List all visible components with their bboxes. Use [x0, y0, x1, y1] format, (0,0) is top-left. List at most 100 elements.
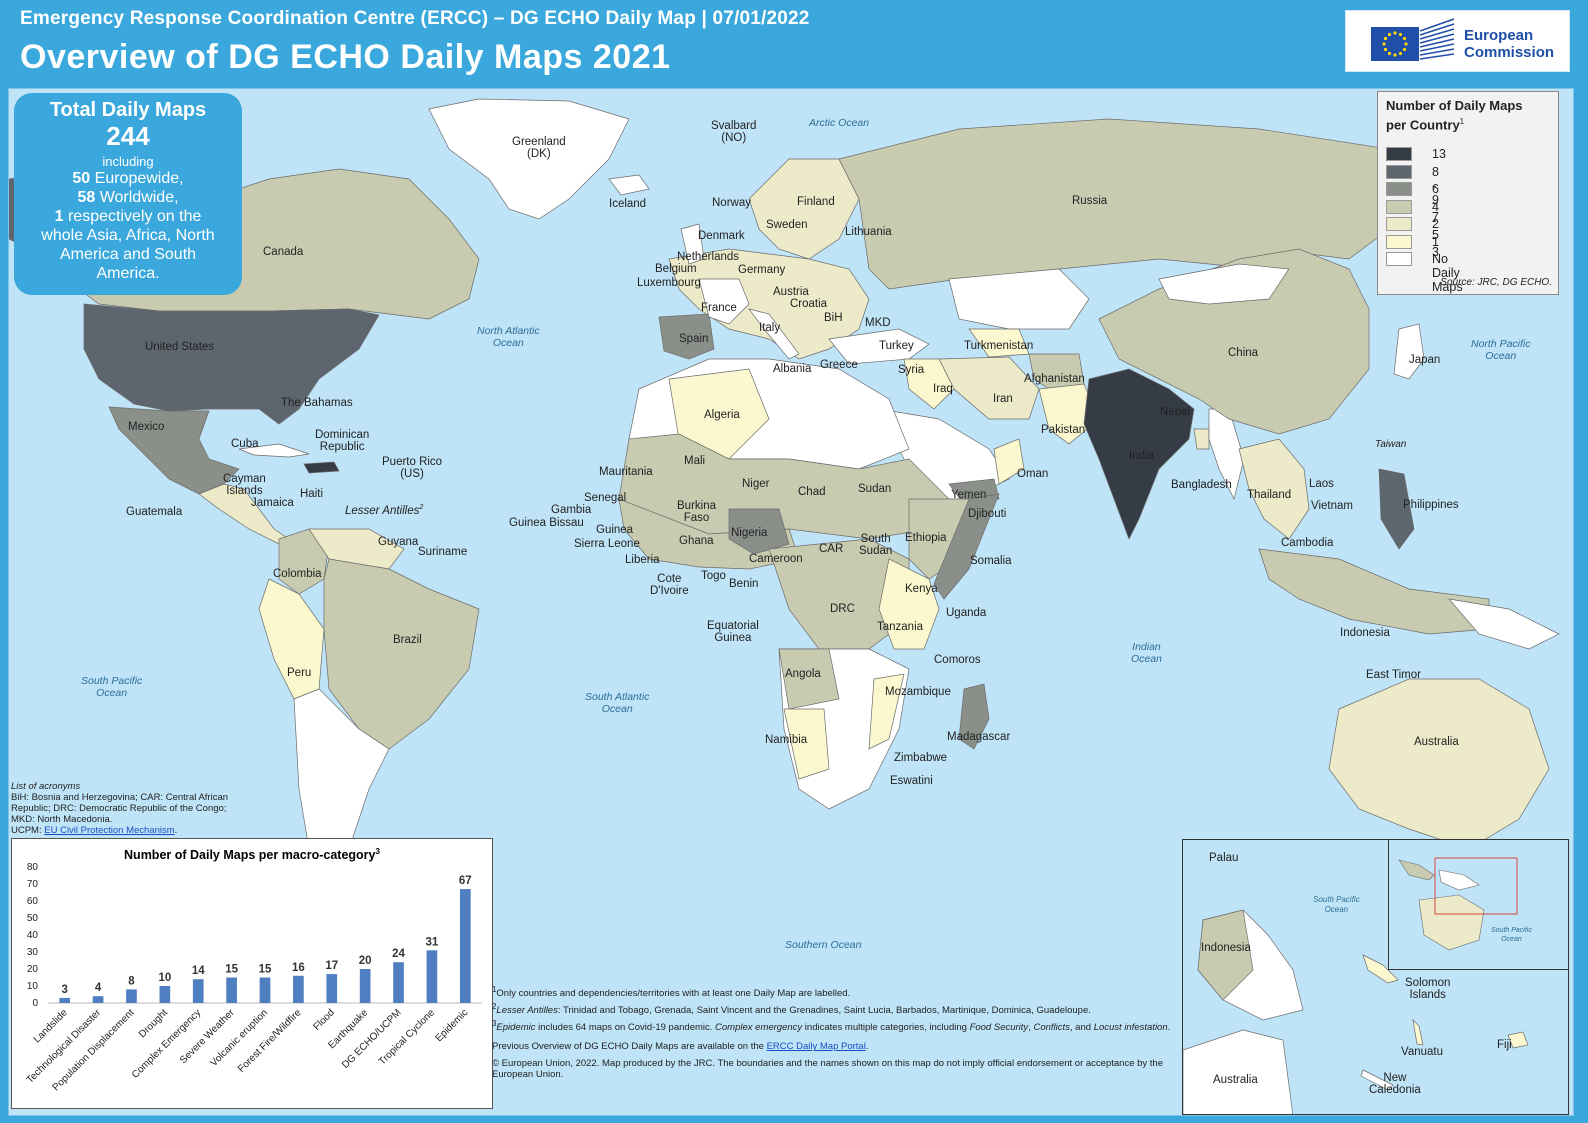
label-gambia: Gambia [551, 504, 592, 516]
chart-bar [326, 974, 338, 1003]
ocean-label-north-pacific: North Pacific Ocean [1471, 338, 1531, 362]
label-iran: Iran [993, 393, 1013, 405]
footnote-3-em4: Conflicts [1033, 1022, 1070, 1034]
chart-data-label: 10 [158, 972, 171, 984]
legend-swatch [1386, 234, 1412, 249]
ocean-label-north-pacific-line1: North Pacific [1471, 338, 1531, 350]
label-norway: Norway [712, 197, 751, 209]
chart-bar [393, 962, 404, 1003]
chart-y-tick-label: 70 [27, 879, 39, 890]
mozambique-shape [868, 673, 905, 750]
chart-category-label: DG ECHO/UCPM [340, 1007, 404, 1071]
chart-y-tick-label: 60 [27, 896, 39, 907]
footnote-2-text: : Trinidad and Tobago, Grenada, Saint Vi… [557, 1005, 1091, 1017]
label-cuba: Cuba [231, 438, 259, 450]
label-russia: Russia [1072, 195, 1108, 207]
cuba-shape [238, 443, 310, 458]
chart-bar [192, 979, 204, 1003]
label-vietnam: Vietnam [1311, 500, 1353, 512]
label-djibouti: Djibouti [968, 508, 1007, 520]
label-pakistan: Pakistan [1041, 424, 1086, 436]
footnote-2-sup: 2 [492, 1002, 497, 1012]
chart-data-label: 15 [225, 964, 238, 976]
label-denmark: Denmark [698, 230, 745, 242]
label-greenland-dk: (DK) [527, 148, 551, 160]
legend-title: Number of Daily Maps per Country1 [1386, 98, 1550, 133]
somalia-shape [933, 493, 1000, 600]
ercc-daily-map-portal-link[interactable]: ERCC Daily Map Portal [766, 1041, 866, 1053]
label-zimbabwe: Zimbabwe [894, 752, 948, 764]
united-states-shape [83, 303, 380, 425]
bangladesh-shape [1193, 428, 1210, 450]
legend-swatch [1386, 147, 1412, 161]
inset-locator-map: South Pacific Ocean [1388, 840, 1568, 970]
chart-title-text: Number of Daily Maps per macro-category [124, 848, 376, 863]
label-south-sudan-line2: Sudan [859, 545, 893, 557]
locator-label-south-pacific: South Pacific Ocean [1491, 926, 1532, 944]
label-drc: DRC [830, 603, 855, 615]
map-legend: Number of Daily Maps per Country1 13 8 - … [1377, 91, 1559, 295]
europe-shape [668, 248, 870, 360]
acronyms-ucpm: UCPM: EU Civil Protection Mechanism. [11, 825, 241, 836]
eu-civil-protection-link[interactable]: EU Civil Protection Mechanism [44, 825, 175, 836]
total-count: 244 [106, 121, 150, 151]
chart-category-label: Flood [311, 1007, 336, 1032]
label-greece: Greece [820, 359, 858, 371]
footnote-3-em5: Locust infestation [1093, 1022, 1168, 1034]
legend-label: No Daily Maps [1432, 252, 1463, 294]
inset-solomon-shape [1362, 954, 1399, 984]
label-greenland: Greenland (DK) [512, 136, 566, 160]
acronyms-text: BiH: Bosnia and Herzegovina; CAR: Centra… [11, 792, 229, 825]
pakistan-shape [1038, 383, 1100, 445]
chart-category-label: Drought [137, 1007, 170, 1040]
footnote-3-em1: Epidemic [496, 1022, 536, 1034]
inset-south-pacific-line2: Ocean [1324, 905, 1349, 914]
label-taiwan: Taiwan [1375, 439, 1407, 450]
locator-extent-box [1434, 857, 1518, 915]
label-nigeria: Nigeria [731, 527, 768, 539]
chart-bar [359, 969, 371, 1003]
locator-south-pacific-line1: South Pacific [1491, 927, 1532, 934]
chart-bar [226, 977, 237, 1003]
footnote-portal-prefix: Previous Overview of DG ECHO Daily Maps … [492, 1041, 767, 1053]
label-svalbard: Svalbard (NO) [711, 120, 756, 144]
label-tanzania: Tanzania [877, 621, 924, 633]
turkey-shape [828, 328, 930, 365]
label-sweden: Sweden [766, 219, 808, 231]
footnote-3-em2: Complex emergency [715, 1022, 803, 1034]
label-suriname: Suriname [418, 546, 468, 558]
ocean-label-indian-line2: Ocean [1131, 653, 1162, 665]
ocean-label-south-atlantic-line2: Ocean [601, 703, 633, 715]
chart-bar [159, 986, 171, 1003]
legend-title-line1: Number of Daily Maps [1386, 98, 1523, 113]
label-mali: Mali [684, 455, 706, 467]
header-bar: Emergency Response Coordination Centre (… [0, 0, 1588, 86]
label-turkey: Turkey [879, 340, 914, 352]
locator-indonesia-shape [1398, 859, 1435, 881]
label-liberia: Liberia [625, 554, 660, 566]
chart-data-label: 15 [259, 964, 272, 976]
label-somalia: Somalia [970, 555, 1012, 567]
spain-shape [658, 313, 715, 360]
chart-data-label: 31 [426, 936, 439, 948]
legend-swatch [1386, 164, 1412, 179]
worldwide-label: Worldwide, [99, 189, 179, 206]
label-brazil: Brazil [393, 634, 422, 646]
total-heading: Total Daily Maps [49, 99, 207, 121]
acronyms-ucpm-prefix: UCPM: [11, 825, 45, 836]
label-cote-line1: Cote [657, 573, 682, 585]
chart-bar [126, 989, 137, 1003]
legend-swatch [1386, 182, 1412, 196]
madagascar-shape [958, 683, 990, 750]
greenland-shape [428, 98, 630, 220]
inset-new-caledonia-shape [1360, 1069, 1394, 1091]
ocean-label-south-atlantic: South Atlantic Ocean [585, 691, 649, 715]
total-worldwide: 58 Worldwide, [14, 188, 242, 207]
label-yemen: Yemen [951, 489, 987, 501]
label-comoros: Comoros [934, 654, 981, 666]
label-lithuania: Lithuania [845, 226, 892, 238]
label-guyana: Guyana [378, 536, 419, 548]
total-respectively: 1 respectively on the [14, 207, 242, 226]
chart-data-label: 4 [95, 982, 102, 994]
label-indonesia: Indonesia [1340, 627, 1390, 639]
